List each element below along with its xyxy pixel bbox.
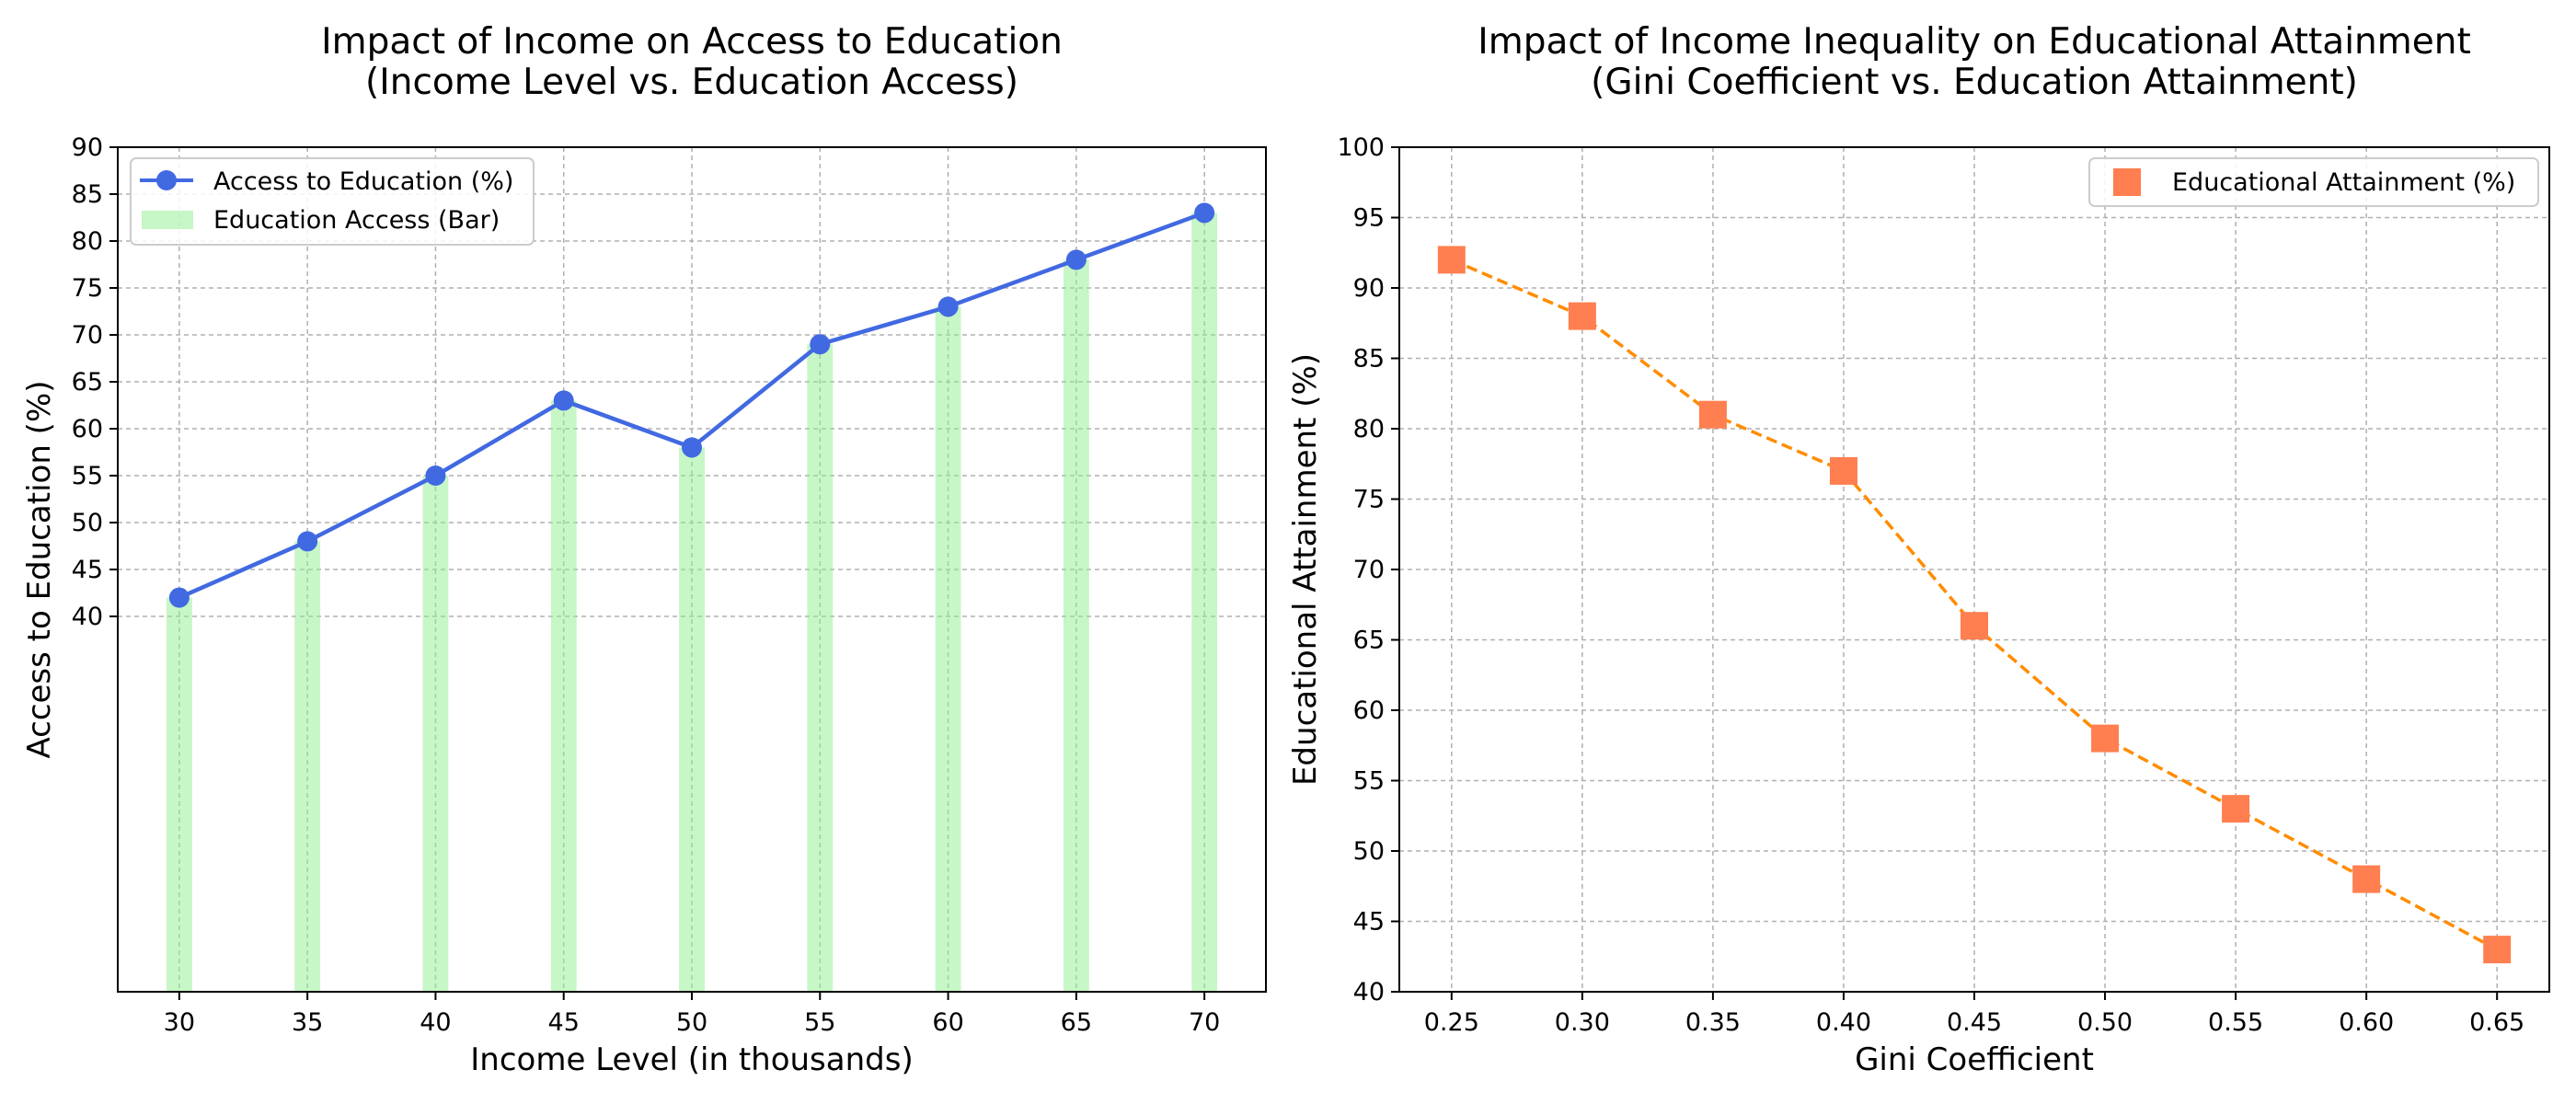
legend-entry-access-bar: Education Access (Bar) — [213, 206, 500, 235]
left-x-tick-label: 45 — [548, 1008, 580, 1037]
education-access-bar — [1191, 213, 1218, 992]
left-y-tick-label: 80 — [72, 227, 103, 256]
right-x-tick-label: 0.50 — [2077, 1008, 2133, 1037]
access-point — [168, 587, 190, 608]
access-point — [297, 531, 318, 552]
legend-marker-square — [2113, 168, 2141, 196]
legend-bar-swatch — [142, 211, 193, 229]
access-point — [810, 334, 831, 355]
attainment-point — [1961, 612, 1988, 640]
right-y-tick-label: 75 — [1353, 486, 1385, 514]
chart-left-x-axis-label: Income Level (in thousands) — [470, 1041, 913, 1078]
chart-right-y-ticks: 40 45 50 55 60 65 70 75 80 85 90 95 100 — [1337, 133, 1399, 1006]
right-y-tick-label: 60 — [1353, 696, 1385, 725]
access-point — [553, 390, 574, 411]
right-y-tick-label: 70 — [1353, 556, 1385, 584]
right-x-tick-label: 0.65 — [2469, 1008, 2524, 1037]
chart-left-y-ticks: 40 45 50 55 60 65 70 75 80 85 90 — [72, 133, 118, 631]
right-y-tick-label: 90 — [1353, 274, 1385, 303]
access-point — [937, 296, 959, 317]
chart-right-legend: Educational Attainment (%) — [2088, 157, 2539, 207]
chart-right-subtitle: (Gini Coefficient vs. Education Attainme… — [1591, 62, 2358, 103]
left-y-tick-label: 45 — [72, 556, 103, 584]
chart-right-points — [1437, 246, 2512, 964]
chart-left-legend-box — [130, 157, 535, 246]
chart-left-title: Impact of Income on Access to Education — [321, 21, 1063, 63]
chart-right-legend-box — [2088, 157, 2539, 207]
education-access-bar — [550, 400, 577, 992]
attainment-point — [2091, 724, 2120, 753]
right-y-tick-label: 95 — [1353, 204, 1385, 233]
left-y-tick-label: 50 — [72, 509, 103, 537]
left-y-tick-label: 85 — [72, 180, 103, 209]
education-access-bar — [166, 597, 192, 992]
right-y-tick-label: 80 — [1353, 415, 1385, 443]
right-y-tick-label: 65 — [1353, 627, 1385, 655]
legend-entry-access-line: Access to Education (%) — [213, 167, 513, 196]
left-x-tick-label: 30 — [164, 1008, 195, 1037]
right-y-tick-label: 55 — [1353, 767, 1385, 796]
education-access-bar — [422, 476, 449, 992]
right-y-tick-label: 85 — [1353, 345, 1385, 374]
left-x-tick-label: 50 — [676, 1008, 707, 1037]
attainment-point — [2222, 795, 2250, 823]
legend-entry-attainment: Educational Attainment (%) — [2172, 168, 2515, 197]
chart-right-y-axis-label: Educational Attainment (%) — [1287, 353, 1324, 786]
education-access-bar — [807, 344, 834, 992]
left-x-tick-label: 35 — [292, 1008, 323, 1037]
chart-left-legend: Access to Education (%) Education Access… — [130, 157, 535, 246]
chart-left-line-series — [168, 202, 1215, 608]
right-x-tick-label: 0.40 — [1816, 1008, 1871, 1037]
education-access-bar — [294, 541, 321, 992]
left-y-tick-label: 55 — [72, 462, 103, 490]
right-x-tick-label: 0.60 — [2339, 1008, 2394, 1037]
attainment-point — [1698, 400, 1727, 429]
chart-left-y-axis-label: Access to Education (%) — [21, 380, 58, 758]
right-x-tick-label: 0.30 — [1555, 1008, 1610, 1037]
left-x-tick-label: 70 — [1189, 1008, 1220, 1037]
left-y-tick-label: 40 — [72, 603, 103, 631]
right-x-tick-label: 0.45 — [1947, 1008, 2002, 1037]
attainment-point — [2483, 936, 2512, 964]
left-y-tick-label: 75 — [72, 274, 103, 303]
attainment-point — [2352, 865, 2381, 893]
access-point — [1065, 249, 1087, 270]
right-x-tick-label: 0.25 — [1424, 1008, 1479, 1037]
chart-left: Impact of Income on Access to Education … — [21, 21, 1267, 1078]
access-point — [682, 437, 702, 458]
chart-right-title: Impact of Income Inequality on Education… — [1478, 21, 2471, 63]
attainment-point — [1829, 456, 1857, 485]
legend-marker-circle — [156, 170, 177, 190]
left-y-tick-label: 60 — [72, 415, 103, 443]
right-x-tick-label: 0.55 — [2208, 1008, 2263, 1037]
left-y-tick-label: 65 — [72, 368, 103, 397]
chart-left-bars — [166, 213, 1218, 992]
access-point — [1194, 202, 1215, 224]
right-y-tick-label: 45 — [1353, 908, 1385, 937]
left-y-tick-label: 70 — [72, 321, 103, 350]
attainment-point — [1568, 302, 1596, 330]
right-y-tick-label: 50 — [1353, 837, 1385, 866]
education-access-bar — [935, 306, 961, 992]
right-x-tick-label: 0.35 — [1685, 1008, 1741, 1037]
right-y-tick-label: 40 — [1353, 978, 1385, 1006]
chart-right: Impact of Income Inequality on Education… — [1287, 21, 2550, 1078]
education-access-bar — [1063, 259, 1089, 992]
left-y-tick-label: 90 — [72, 133, 103, 162]
left-x-tick-label: 55 — [804, 1008, 835, 1037]
education-access-bar — [679, 447, 705, 992]
left-x-tick-label: 65 — [1061, 1008, 1092, 1037]
attainment-point — [1437, 246, 1466, 274]
chart-left-x-ticks: 30 35 40 45 50 55 60 65 70 — [164, 992, 1220, 1037]
chart-right-x-ticks: 0.25 0.30 0.35 0.40 0.45 0.50 0.55 0.60 0.65 — [1424, 992, 2524, 1037]
left-x-tick-label: 40 — [420, 1008, 451, 1037]
chart-right-x-axis-label: Gini Coefficient — [1855, 1041, 2094, 1078]
right-y-tick-label: 100 — [1337, 133, 1385, 162]
access-point — [425, 466, 446, 486]
chart-left-subtitle: (Income Level vs. Education Access) — [365, 62, 1018, 103]
left-x-tick-label: 60 — [932, 1008, 963, 1037]
